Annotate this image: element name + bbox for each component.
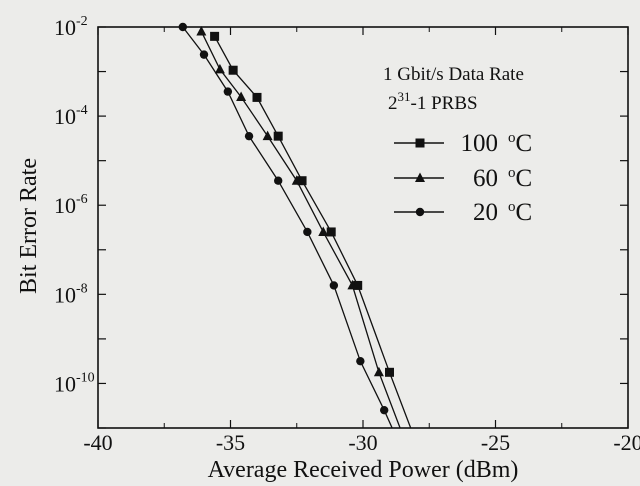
y-tick-base: 10 bbox=[54, 104, 76, 129]
x-tick-label: -30 bbox=[348, 430, 377, 455]
y-tick-label: 10-4 bbox=[54, 103, 88, 129]
triangle-marker bbox=[373, 366, 384, 377]
x-tick-label: -35 bbox=[216, 430, 245, 455]
circle-marker bbox=[303, 227, 312, 237]
y-axis-title: Bit Error Rate bbox=[16, 158, 42, 294]
y-tick-base: 10 bbox=[54, 193, 76, 218]
circle-marker bbox=[380, 405, 389, 415]
legend-temp-value: 20 bbox=[473, 199, 498, 226]
square-marker bbox=[297, 176, 307, 186]
x-axis-title: Average Received Power (dBm) bbox=[208, 457, 519, 483]
y-tick-exponent: -2 bbox=[76, 14, 88, 29]
legend-degree-o: o bbox=[508, 199, 516, 215]
circle-marker bbox=[178, 22, 187, 32]
series-line bbox=[214, 36, 412, 429]
prbs-suffix: -1 PRBS bbox=[411, 93, 478, 114]
prbs-base: 2 bbox=[388, 93, 398, 114]
y-tick-exponent: -10 bbox=[76, 370, 95, 385]
triangle-marker bbox=[415, 172, 425, 182]
legend-degree-o: o bbox=[508, 130, 516, 146]
series-line bbox=[182, 26, 393, 429]
triangle-marker bbox=[196, 25, 207, 36]
legend-celsius: C bbox=[516, 165, 533, 192]
square-marker bbox=[228, 65, 238, 75]
legend-entry: 100 oC bbox=[394, 130, 532, 157]
square-marker bbox=[326, 227, 336, 237]
x-tick-label: -25 bbox=[481, 430, 510, 455]
y-tick-label: 10-2 bbox=[54, 14, 88, 40]
y-tick-base: 10 bbox=[54, 282, 76, 307]
y-tick-base: 10 bbox=[54, 15, 76, 40]
triangle-marker bbox=[262, 130, 273, 141]
triangle-marker bbox=[214, 63, 225, 74]
triangle-marker bbox=[236, 91, 247, 101]
square-marker bbox=[353, 280, 363, 290]
legend-label: 20 bbox=[473, 199, 498, 226]
legend-celsius: C bbox=[516, 130, 533, 157]
triangle-marker bbox=[291, 175, 302, 185]
circle-marker bbox=[356, 356, 365, 366]
circle-marker bbox=[274, 176, 283, 185]
prbs-exponent: 31 bbox=[398, 89, 411, 104]
x-tick-label: -40 bbox=[83, 430, 112, 455]
legend-title-prbs: 231-1 PRBS bbox=[388, 89, 478, 114]
triangle-marker bbox=[318, 226, 329, 236]
square-marker bbox=[273, 131, 283, 141]
legend-label: 100 bbox=[461, 130, 499, 157]
legend-celsius: C bbox=[516, 199, 533, 226]
legend-temp-value: 60 bbox=[473, 165, 498, 192]
circle-marker bbox=[199, 50, 209, 59]
legend-unit: oC bbox=[508, 165, 532, 192]
legend-unit: oC bbox=[508, 199, 532, 226]
circle-marker bbox=[244, 131, 254, 141]
legend-label: 60 bbox=[473, 165, 498, 192]
y-tick-base: 10 bbox=[54, 371, 76, 396]
y-tick-exponent: -8 bbox=[76, 281, 88, 296]
x-tick-label: -20 bbox=[613, 430, 640, 455]
y-tick-label: 10-6 bbox=[54, 192, 88, 218]
series-square bbox=[210, 31, 412, 429]
circle-marker bbox=[415, 207, 425, 217]
legend-unit: oC bbox=[508, 130, 532, 157]
square-marker bbox=[415, 138, 425, 148]
square-marker bbox=[210, 31, 220, 41]
legend-title-rate: 1 Gbit/s Data Rate bbox=[383, 64, 524, 85]
circle-marker bbox=[223, 87, 233, 96]
y-tick-exponent: -6 bbox=[76, 192, 88, 207]
square-marker bbox=[252, 92, 262, 102]
series-triangle bbox=[196, 25, 401, 429]
legend-entry: 20 oC bbox=[394, 199, 532, 226]
triangle-marker bbox=[347, 279, 358, 290]
y-tick-exponent: -4 bbox=[76, 103, 88, 118]
circle-marker bbox=[329, 281, 339, 290]
legend-entry: 60 oC bbox=[394, 165, 532, 192]
legend-temp-value: 100 bbox=[461, 130, 499, 157]
legend-degree-o: o bbox=[508, 165, 516, 181]
square-marker bbox=[385, 367, 394, 377]
y-tick-label: 10-10 bbox=[54, 370, 95, 396]
y-tick-label: 10-8 bbox=[54, 281, 88, 307]
series-circle bbox=[178, 22, 393, 429]
